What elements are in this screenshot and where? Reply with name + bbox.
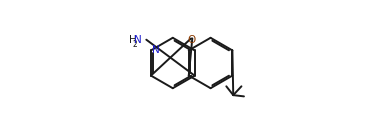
Text: O: O <box>187 35 196 45</box>
Text: H: H <box>129 35 137 45</box>
Text: 2: 2 <box>132 40 137 49</box>
Text: N: N <box>153 45 160 55</box>
Text: N: N <box>134 35 142 45</box>
